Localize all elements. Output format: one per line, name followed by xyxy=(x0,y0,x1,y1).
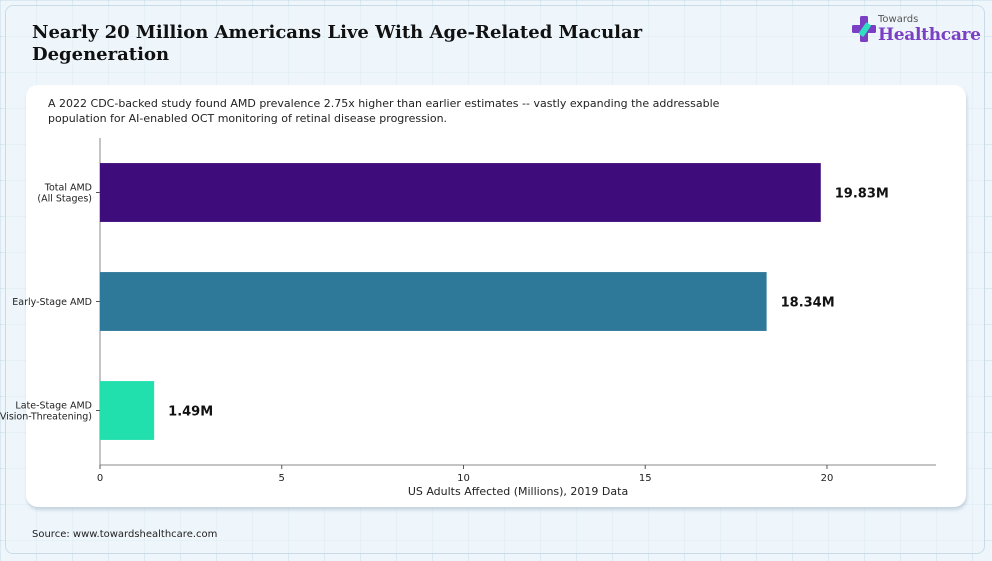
medical-cross-icon xyxy=(852,16,876,42)
value-label-2: 1.49M xyxy=(168,405,213,420)
value-label-1: 18.34M xyxy=(781,296,835,311)
x-tick-label-3: 15 xyxy=(639,473,652,484)
x-tick-label-1: 5 xyxy=(279,473,285,484)
bar-2 xyxy=(100,381,155,440)
page-title: Nearly 20 Million Americans Live With Ag… xyxy=(32,22,643,65)
brand-logo: Towards Healthcare xyxy=(852,14,981,48)
chart-subtitle: A 2022 CDC-backed study found AMD preval… xyxy=(48,97,720,125)
plot-area: 0 5 10 15 20 19.83M Total AMD (All Stages) 18.34… xyxy=(0,138,936,484)
category-label-0: Total AMD (All Stages) xyxy=(37,183,92,205)
logo-text-bottom: Healthcare xyxy=(878,25,981,45)
x-tick-label-4: 20 xyxy=(821,473,834,484)
category-label-1: Early-Stage AMD xyxy=(12,297,92,308)
bar-1 xyxy=(100,272,767,331)
x-tick-label-2: 10 xyxy=(457,473,470,484)
logo-text-top: Towards xyxy=(878,14,919,25)
source-note: Source: www.towardshealthcare.com xyxy=(32,529,218,540)
category-label-2: Late-Stage AMD (Vision-Threatening) xyxy=(0,401,92,423)
bar-0 xyxy=(100,163,821,222)
value-label-0: 19.83M xyxy=(835,187,889,202)
x-tick-label-0: 0 xyxy=(97,473,103,484)
x-axis-label: US Adults Affected (Millions), 2019 Data xyxy=(408,485,628,498)
